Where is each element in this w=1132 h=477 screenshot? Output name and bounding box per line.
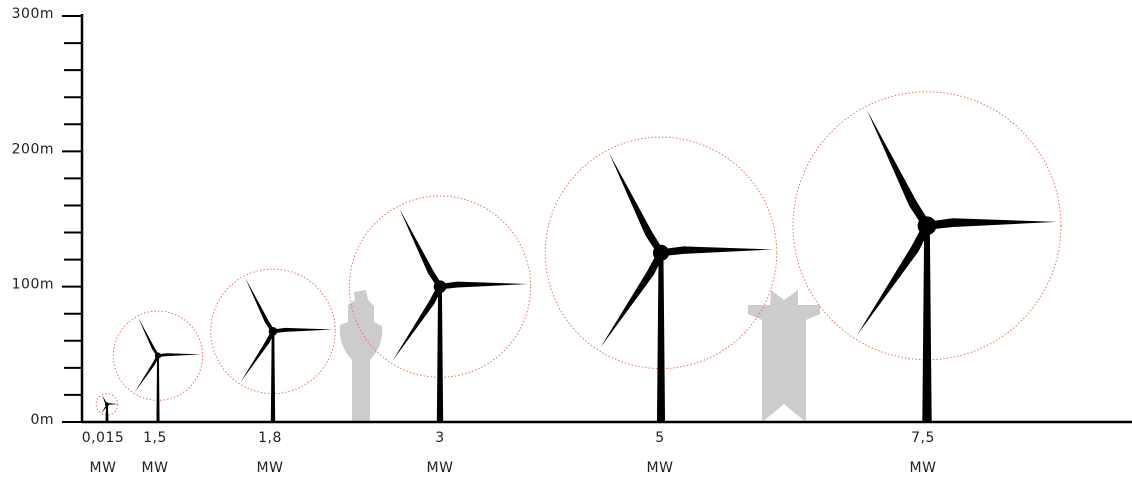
y-tick-label: 0m [30, 412, 54, 428]
silhouettes [339, 290, 820, 422]
unit-label: MW [427, 460, 454, 476]
rotor-circle [210, 268, 336, 395]
y-tick-label: 200m [12, 141, 54, 157]
hub [268, 326, 278, 336]
unit-label: MW [910, 460, 937, 476]
unit-label: MW [257, 460, 284, 476]
blade [857, 223, 931, 336]
blade [107, 403, 118, 406]
blade [867, 110, 931, 228]
blade [600, 251, 664, 348]
blade [158, 353, 202, 357]
x-tick-label: 1,8 [258, 430, 282, 446]
unit-label: MW [647, 460, 674, 476]
blade [439, 281, 528, 290]
tower [436, 286, 444, 422]
tower [922, 225, 932, 422]
hub [154, 352, 162, 359]
blade [138, 317, 160, 357]
rotor-circle [95, 393, 119, 416]
blade [399, 208, 443, 288]
blade [134, 355, 160, 393]
hub [917, 216, 937, 236]
blade [272, 327, 334, 334]
tower [270, 331, 276, 422]
blade [660, 246, 774, 257]
rotor-circle [348, 195, 532, 378]
x-tick-label: 7,5 [911, 430, 935, 446]
hub [105, 402, 109, 407]
y-tick-label: 300m [12, 6, 54, 22]
blade [926, 218, 1057, 230]
blade [101, 404, 108, 414]
blade [245, 277, 275, 333]
hub [652, 244, 670, 261]
blade [102, 395, 108, 405]
building [748, 290, 820, 422]
tower [156, 355, 160, 422]
x-tick-label: 1,5 [143, 430, 167, 446]
blade [240, 330, 275, 383]
x-tick-label: 3 [435, 430, 444, 446]
tower [656, 252, 666, 422]
y-tick-label: 100m [12, 277, 54, 293]
x-tick-label: 0,015 [82, 430, 125, 446]
hub [433, 280, 447, 294]
unit-label: MW [142, 460, 169, 476]
x-tick-label: 5 [655, 430, 664, 446]
tower [105, 404, 109, 422]
blade [392, 285, 443, 361]
blade [609, 153, 665, 255]
control-tower [339, 290, 383, 422]
unit-label: MW [90, 460, 117, 476]
